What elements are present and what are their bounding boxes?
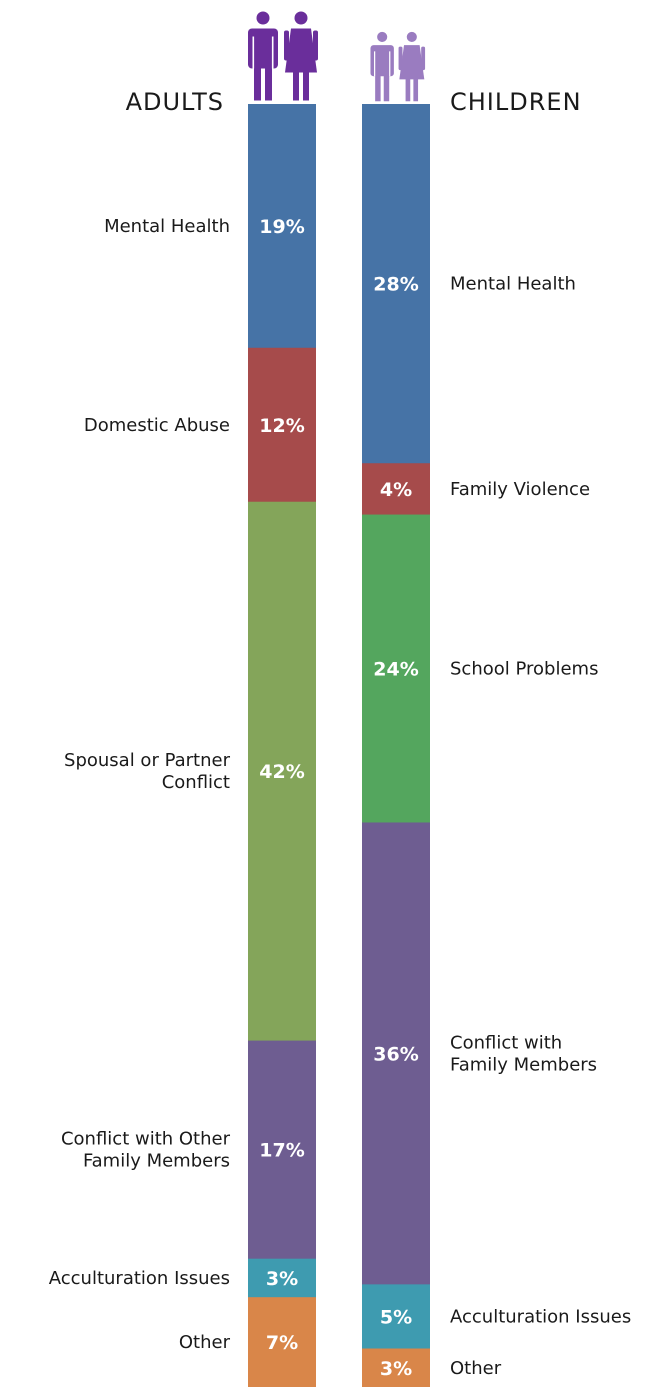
female-figure-icon — [398, 31, 426, 102]
data-label: 17% — [259, 1140, 304, 1162]
male-figure-icon — [370, 31, 394, 102]
category-label: Mental Health — [450, 274, 576, 295]
category-label: School Problems — [450, 659, 598, 680]
bar-segment — [362, 1348, 430, 1387]
bar-segment — [362, 514, 430, 823]
bar-segment — [248, 1258, 316, 1298]
data-label: 7% — [266, 1332, 298, 1354]
category-label: Other — [450, 1358, 502, 1379]
column-heading-0: ADULTS — [126, 88, 224, 116]
data-label: 3% — [266, 1268, 298, 1290]
category-label: Domestic Abuse — [84, 415, 230, 436]
child-couple-icon — [370, 31, 426, 102]
data-label: 12% — [259, 415, 304, 437]
male-figure-icon — [248, 11, 278, 101]
category-label: Conflict with Other Family Members — [61, 1129, 231, 1172]
category-label: Acculturation Issues — [49, 1268, 230, 1289]
category-label: Spousal or Partner Conflict — [64, 750, 231, 793]
category-label: Mental Health — [104, 216, 230, 237]
data-label: 36% — [373, 1043, 418, 1065]
data-label: 3% — [380, 1358, 412, 1380]
bar-segment — [248, 104, 316, 349]
female-figure-icon — [284, 11, 318, 101]
bar-segment — [362, 463, 430, 516]
bar-segment — [248, 1297, 316, 1387]
data-label: 19% — [259, 216, 304, 238]
data-label: 24% — [373, 659, 418, 681]
bar-segment — [362, 1284, 430, 1350]
category-label: Family Violence — [450, 479, 590, 500]
data-label: 42% — [259, 761, 304, 783]
bar-segment — [248, 347, 316, 503]
bar-segment — [248, 1040, 316, 1260]
data-label: 4% — [380, 479, 412, 501]
data-label: 28% — [373, 274, 418, 296]
bar-segment — [362, 822, 430, 1285]
data-label: 5% — [380, 1306, 412, 1328]
bar-segment — [362, 104, 430, 464]
adult-couple-icon — [248, 11, 318, 101]
category-label: Conflict with Family Members — [450, 1032, 597, 1075]
category-label: Acculturation Issues — [450, 1306, 631, 1327]
category-label: Other — [179, 1332, 231, 1353]
column-heading-1: CHILDREN — [450, 88, 582, 116]
bar-segment — [248, 501, 316, 1042]
